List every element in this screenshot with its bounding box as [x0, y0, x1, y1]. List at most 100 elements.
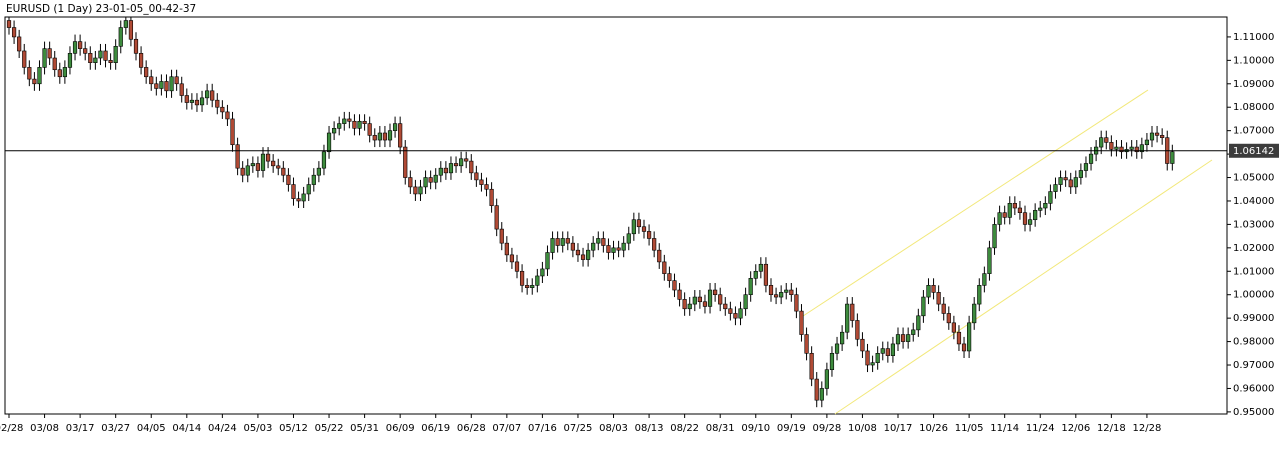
- candle-body: [652, 238, 657, 251]
- candle-body: [154, 83, 159, 89]
- x-tick-label: 10/17: [884, 423, 913, 434]
- candle-body: [235, 144, 240, 169]
- candle-body: [403, 146, 408, 178]
- candle-body: [1068, 179, 1073, 188]
- candle-body: [1058, 177, 1063, 185]
- candle-body: [606, 245, 611, 253]
- candle-body: [1033, 210, 1038, 221]
- candle-body: [37, 67, 42, 85]
- candle-body: [535, 275, 540, 286]
- candle-body: [240, 167, 245, 176]
- candle-body: [972, 303, 977, 324]
- candle-body: [555, 238, 560, 246]
- candle-body: [144, 67, 149, 78]
- candle-body: [103, 50, 108, 61]
- candle-body: [225, 111, 230, 120]
- candle-body: [1078, 170, 1083, 178]
- candle-body: [580, 254, 586, 260]
- x-tick-label: 06/28: [457, 423, 486, 434]
- candle-body: [956, 331, 962, 345]
- candle-body: [936, 292, 941, 305]
- candle-body: [916, 315, 921, 331]
- candle-body: [789, 289, 794, 296]
- candle-body: [1144, 139, 1150, 146]
- candle-body: [301, 193, 306, 202]
- candle-body: [149, 76, 154, 85]
- x-tick-label: 07/07: [492, 423, 521, 434]
- candle-body: [763, 263, 769, 286]
- candle-body: [514, 261, 520, 272]
- candle-body: [291, 184, 296, 199]
- candle-body: [123, 20, 128, 28]
- x-tick-label: 09/10: [741, 423, 770, 434]
- candle-body: [133, 38, 139, 54]
- x-tick-label: 07/25: [564, 423, 593, 434]
- candle-body: [565, 238, 570, 244]
- candle-body: [748, 278, 753, 296]
- x-tick-label: 08/13: [635, 423, 664, 434]
- y-tick-label: 1.10000: [1233, 55, 1274, 66]
- candle-body: [697, 296, 702, 303]
- candle-body: [626, 233, 631, 244]
- y-tick-label: 1.11000: [1233, 32, 1274, 43]
- x-tick-label: 05/12: [279, 423, 308, 434]
- candle-body: [1088, 153, 1094, 164]
- candle-body: [657, 249, 662, 263]
- candle-body: [164, 81, 169, 92]
- y-tick-label: 1.01000: [1233, 266, 1274, 277]
- candle-body: [245, 165, 250, 176]
- candle-body: [586, 249, 591, 260]
- x-tick-label: 10/26: [919, 423, 948, 434]
- candle-body: [926, 285, 931, 298]
- candle-body: [631, 219, 636, 235]
- candle-body: [692, 296, 697, 305]
- x-tick-label: 03/08: [30, 423, 59, 434]
- candle-body: [621, 242, 626, 251]
- candle-body: [260, 153, 266, 171]
- y-tick-label: 0.96000: [1233, 383, 1274, 394]
- x-tick-label: 09/19: [777, 423, 806, 434]
- candle-body: [210, 90, 215, 101]
- candle-body: [98, 50, 103, 59]
- candle-body: [474, 172, 479, 181]
- candle-body: [875, 353, 880, 363]
- candle-body: [1017, 207, 1023, 213]
- candle-body: [392, 123, 398, 131]
- candle-body: [443, 167, 448, 174]
- candle-body: [93, 57, 98, 63]
- candle-body: [1109, 142, 1114, 150]
- candle-body: [870, 362, 875, 366]
- candle-body: [215, 99, 220, 108]
- candle-body: [550, 238, 555, 253]
- candle-body: [184, 95, 189, 103]
- candle-body: [596, 238, 601, 244]
- candle-body: [499, 228, 504, 244]
- x-tick-label: 12/06: [1061, 423, 1090, 434]
- candle-body: [306, 184, 311, 195]
- candle-body: [1134, 146, 1139, 153]
- candle-body: [687, 303, 692, 310]
- candle-body: [83, 48, 88, 54]
- candle-body: [809, 353, 814, 380]
- candle-body: [230, 118, 235, 146]
- candle-body: [1022, 212, 1028, 225]
- candle-body: [992, 224, 997, 249]
- candle-body: [413, 186, 418, 195]
- candle-body: [316, 167, 321, 176]
- channel-lower: [834, 159, 1213, 415]
- candle-body: [72, 41, 78, 54]
- candle-body: [47, 48, 52, 59]
- candle-body: [372, 135, 377, 141]
- x-tick-label: 11/24: [1026, 423, 1055, 434]
- y-tick-label: 1.00000: [1233, 290, 1274, 301]
- candle-body: [494, 205, 499, 230]
- candle-body: [591, 242, 596, 251]
- candle-body: [11, 27, 17, 38]
- x-tick-label: 09/28: [812, 423, 841, 434]
- candle-body: [575, 249, 581, 256]
- candle-body: [860, 338, 865, 352]
- candle-body: [108, 60, 113, 63]
- candle-body: [128, 20, 134, 40]
- y-tick-label: 0.95000: [1233, 407, 1274, 418]
- candle-body: [337, 123, 342, 129]
